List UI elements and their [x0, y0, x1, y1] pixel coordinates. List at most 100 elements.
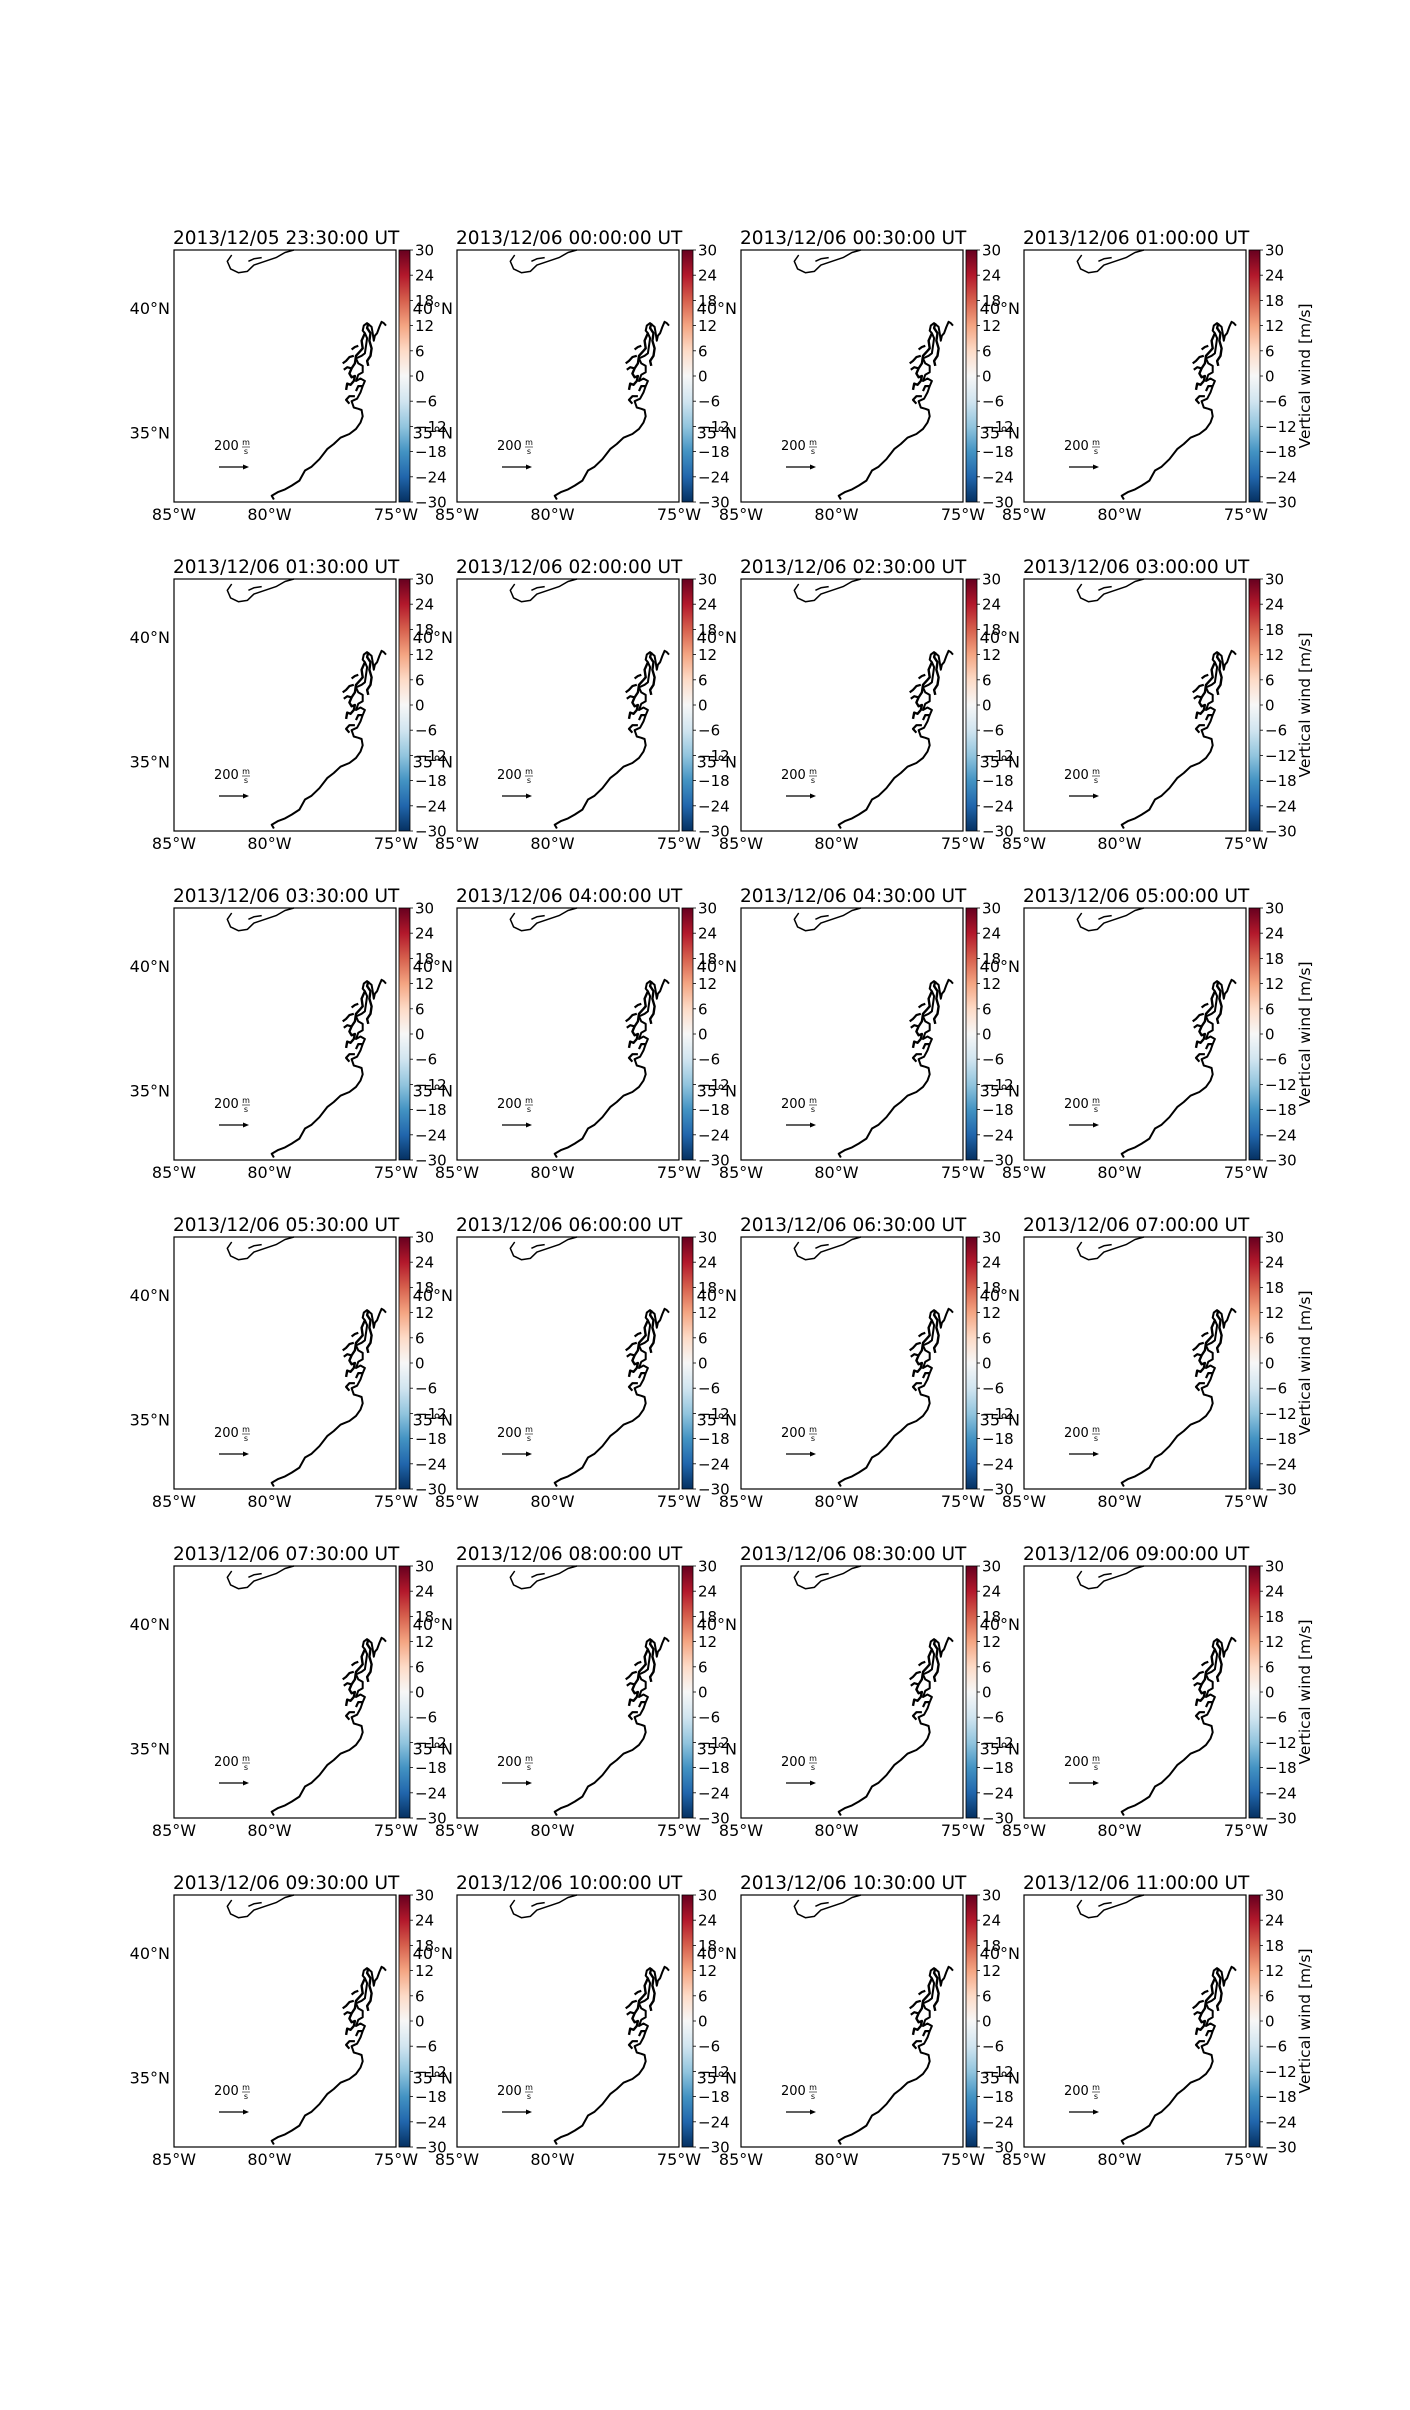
reference-unit-denominator: s	[1094, 447, 1098, 456]
estuary-shoreline	[1192, 354, 1205, 365]
estuary-shoreline	[350, 1989, 359, 1996]
reference-unit-numerator: m	[242, 767, 250, 776]
colorbar-tick-label: −18	[415, 1430, 447, 1448]
peninsula-shoreline	[648, 1309, 656, 1354]
reference-arrow-value: 200	[497, 768, 522, 783]
reference-unit-numerator: m	[525, 1754, 533, 1763]
estuary-shoreline	[917, 1002, 926, 1009]
bay-shoreline	[1194, 990, 1216, 1049]
reference-unit-denominator: s	[811, 1105, 815, 1114]
longitude-tick-label: 75°W	[941, 2150, 985, 2169]
lake-shoreline	[815, 1572, 829, 1578]
colorbar-tick-label: 18	[415, 292, 434, 310]
bay-shoreline	[344, 1319, 366, 1378]
lake-shoreline	[1076, 1236, 1145, 1261]
colorbar-tick-label: −30	[415, 494, 447, 512]
coastline	[509, 249, 670, 501]
bay-shoreline	[1194, 332, 1216, 391]
east-coastline	[837, 978, 954, 1159]
colorbar-tick-label: 18	[982, 1608, 1001, 1626]
colorbar-tick-label: 12	[1265, 646, 1284, 664]
colorbar-tick-label: −12	[982, 1405, 1014, 1423]
panel-title: 2013/12/06 08:00:00 UT	[456, 1544, 683, 1565]
map-frame	[1023, 1236, 1247, 1490]
panel-title: 2013/12/06 01:30:00 UT	[173, 557, 400, 578]
colorbar-tick-label: −24	[1265, 2113, 1297, 2131]
coastline	[793, 907, 954, 1159]
estuary-shoreline	[342, 1341, 355, 1352]
colorbar-tick-label: −6	[1265, 2038, 1287, 2056]
estuary-shoreline	[633, 1002, 642, 1009]
colorbar-tick-label: −12	[415, 1734, 447, 1752]
colorbar-tick-label: 6	[1265, 1329, 1275, 1347]
colorbar-tick-label: 24	[415, 267, 434, 285]
panel-title: 2013/12/06 02:30:00 UT	[740, 557, 967, 578]
colorbar-tick-label: −6	[698, 1380, 720, 1398]
colorbar-tick-label: −18	[698, 443, 730, 461]
latitude-tick-label: 35°N	[697, 1411, 737, 1430]
panel-title: 2013/12/06 05:30:00 UT	[173, 1215, 400, 1236]
latitude-tick-label: 35°N	[130, 424, 170, 443]
estuary-shoreline	[350, 344, 359, 351]
colorbar-tick-label: −30	[415, 1152, 447, 1170]
colorbar-tick-label: −12	[1265, 418, 1297, 436]
colorbar-tick-label: 0	[415, 1684, 425, 1702]
lake-shoreline	[531, 1572, 545, 1578]
longitude-tick-label: 85°W	[152, 1163, 196, 1182]
colorbar-tick-label: 18	[1265, 1608, 1284, 1626]
colorbar	[965, 907, 978, 1161]
panel-title: 2013/12/06 08:30:00 UT	[740, 1544, 967, 1565]
colorbar-tick-label: −24	[415, 1455, 447, 1473]
peninsula-shoreline	[932, 1309, 940, 1354]
estuary-shoreline	[922, 714, 930, 721]
longitude-tick-label: 85°W	[1002, 1821, 1046, 1840]
reference-unit-numerator: m	[242, 1096, 250, 1105]
lake-shoreline	[248, 585, 262, 591]
colorbar-tick-label: 12	[415, 975, 434, 993]
map-frame	[740, 578, 964, 832]
colorbar-tick-label: −18	[1265, 772, 1297, 790]
map-frame	[456, 249, 680, 503]
estuary-shoreline	[1200, 344, 1209, 351]
latitude-tick-label: 40°N	[130, 299, 170, 318]
reference-arrow-head	[243, 793, 249, 799]
estuary-shoreline	[1192, 1999, 1205, 2010]
latitude-tick-label: 35°N	[697, 424, 737, 443]
colorbar-tick-label: −30	[698, 1810, 730, 1828]
colorbar-tick-label: −30	[1265, 1481, 1297, 1499]
estuary-shoreline	[922, 1372, 930, 1379]
estuary-shoreline	[625, 1999, 638, 2010]
colorbar-tick-label: 0	[982, 368, 992, 386]
colorbar-tick-label: 24	[1265, 267, 1284, 285]
colorbar-tick-label: −12	[415, 2063, 447, 2081]
east-coastline	[837, 1307, 954, 1488]
reference-arrow-head	[243, 1122, 249, 1128]
panel-title: 2013/12/06 06:00:00 UT	[456, 1215, 683, 1236]
map-panel: 2013/12/06 02:00:00 UT 200 ms 85°W 80°W 75°W 4…	[413, 557, 730, 853]
colorbar-tick-label: −18	[415, 1759, 447, 1777]
estuary-shoreline	[1193, 1353, 1202, 1358]
estuary-shoreline	[633, 1989, 642, 1996]
coastline	[226, 249, 387, 501]
colorbar-tick-label: −24	[1265, 1455, 1297, 1473]
estuary-shoreline	[633, 673, 642, 680]
reference-unit-denominator: s	[527, 1763, 531, 1772]
lake-shoreline	[815, 1901, 829, 1907]
colorbar-tick-label: 0	[1265, 368, 1275, 386]
reference-arrow-value: 200	[214, 1755, 239, 1770]
colorbar-tick-label: −24	[698, 1126, 730, 1144]
latitude-tick-label: 40°N	[413, 1944, 453, 1963]
latitude-tick-label: 40°N	[130, 1944, 170, 1963]
colorbar-tick-label: −6	[698, 2038, 720, 2056]
colorbar-tick-label: −12	[415, 1076, 447, 1094]
estuary-shoreline	[911, 395, 922, 405]
map-frame	[173, 249, 397, 503]
colorbar-tick-label: 18	[698, 1937, 717, 1955]
colorbar-tick-label: 24	[1265, 1254, 1284, 1272]
colorbar-tick-label: 6	[982, 1658, 992, 1676]
reference-unit-denominator: s	[1094, 1434, 1098, 1443]
colorbar-tick-label: 6	[982, 1987, 992, 2005]
east-coastline	[553, 978, 670, 1159]
colorbar-tick-label: −12	[415, 418, 447, 436]
colorbar-tick-label: 6	[415, 1658, 425, 1676]
